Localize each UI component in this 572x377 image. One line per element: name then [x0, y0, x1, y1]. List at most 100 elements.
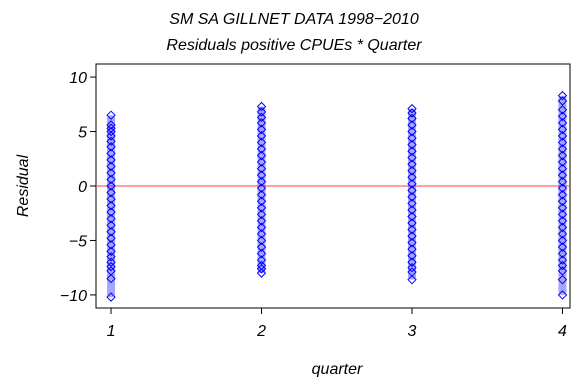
residual-point: [407, 262, 417, 273]
residual-point: [407, 224, 417, 235]
residual-point: [407, 179, 417, 189]
y-axis: −10 −5 0 5 10: [60, 70, 96, 305]
quarter-2-points: [256, 101, 267, 278]
residual-point: [557, 203, 568, 213]
residual-point: [557, 170, 568, 180]
residual-point: [557, 90, 568, 101]
residual-point: [407, 244, 417, 254]
residual-point: [407, 231, 417, 241]
residual-point: [256, 196, 267, 206]
residual-point: [106, 136, 116, 147]
residual-point: [106, 187, 116, 198]
residual-point: [106, 194, 116, 204]
residual-point: [407, 166, 417, 176]
x-axis-label: quarter: [312, 361, 363, 377]
residual-point: [256, 235, 267, 246]
residual-point: [557, 196, 568, 206]
residual-point: [256, 157, 267, 167]
residual-point: [557, 229, 568, 239]
residual-point: [106, 161, 116, 172]
residual-point: [557, 216, 568, 226]
residual-point: [106, 257, 116, 267]
residual-point: [106, 155, 116, 165]
y-tick-label: −5: [69, 233, 87, 250]
residual-point: [407, 120, 417, 130]
y-tick-label: −10: [60, 288, 87, 305]
x-tick-label: 3: [408, 323, 417, 340]
residual-point: [407, 211, 417, 222]
residual-point: [106, 240, 116, 250]
residual-point: [557, 111, 568, 121]
residual-point: [106, 233, 116, 243]
residual-point: [106, 142, 116, 152]
residual-point: [106, 110, 116, 120]
residual-point: [407, 205, 417, 215]
residual-point: [256, 144, 267, 154]
residual-point: [557, 144, 568, 154]
residual-point: [407, 133, 417, 143]
residual-point: [106, 227, 116, 237]
residual-point: [256, 209, 267, 220]
residual-point: [407, 185, 417, 196]
residual-point: [407, 159, 417, 169]
data-points: [106, 90, 568, 302]
residual-point: [557, 96, 568, 106]
residual-point: [256, 163, 267, 174]
chart-title: SM SA GILLNET DATA 1998−2010: [169, 11, 419, 28]
residual-point: [106, 131, 116, 141]
quarter-3-points: [407, 103, 417, 285]
residual-point: [557, 235, 568, 246]
residual-point: [256, 203, 267, 213]
residual-point: [407, 192, 417, 202]
residual-point: [256, 150, 267, 161]
residual-point: [557, 274, 568, 285]
residual-point: [557, 118, 568, 128]
residual-point: [557, 176, 568, 187]
residual-band: [107, 115, 116, 298]
residual-point: [557, 157, 568, 167]
residual-point: [407, 251, 417, 261]
residual-point: [256, 190, 267, 200]
residual-point: [256, 170, 267, 180]
y-tick-label: 10: [69, 70, 87, 87]
residual-point: [106, 126, 116, 137]
residual-point: [256, 137, 267, 148]
residual-point: [106, 246, 116, 257]
residual-point: [557, 137, 568, 148]
residual-point: [106, 252, 116, 262]
chart-subtitle: Residuals positive CPUEs * Quarter: [166, 37, 422, 54]
residual-point: [407, 218, 417, 228]
residual-point: [407, 126, 417, 137]
residual-point: [106, 261, 116, 272]
residual-point: [106, 120, 116, 130]
x-tick-label: 2: [256, 323, 266, 340]
residual-point: [557, 266, 568, 276]
residual-point: [106, 148, 116, 159]
residual-point: [106, 292, 116, 302]
residual-point: [557, 248, 568, 259]
residual-point: [256, 124, 267, 135]
residual-point: [256, 176, 267, 187]
residual-point: [557, 260, 568, 271]
residual-point: [106, 273, 116, 284]
residual-point: [256, 268, 267, 278]
residual-point: [557, 105, 568, 115]
residual-point: [557, 222, 568, 233]
residual-point: [557, 150, 568, 161]
residual-point: [256, 183, 267, 193]
y-tick-label: 5: [78, 125, 87, 142]
residual-point: [407, 237, 417, 248]
residual-point: [407, 113, 417, 124]
x-axis: 1 2 3 4: [107, 308, 567, 340]
residual-point: [106, 220, 116, 230]
residual-point: [557, 124, 568, 135]
residual-point: [407, 139, 417, 150]
x-tick-label: 4: [558, 323, 567, 340]
residual-point: [407, 274, 417, 285]
residual-point: [256, 264, 267, 274]
residual-point: [256, 107, 267, 117]
residual-point: [256, 118, 267, 128]
residual-point: [557, 131, 568, 141]
residual-point: [256, 112, 267, 123]
